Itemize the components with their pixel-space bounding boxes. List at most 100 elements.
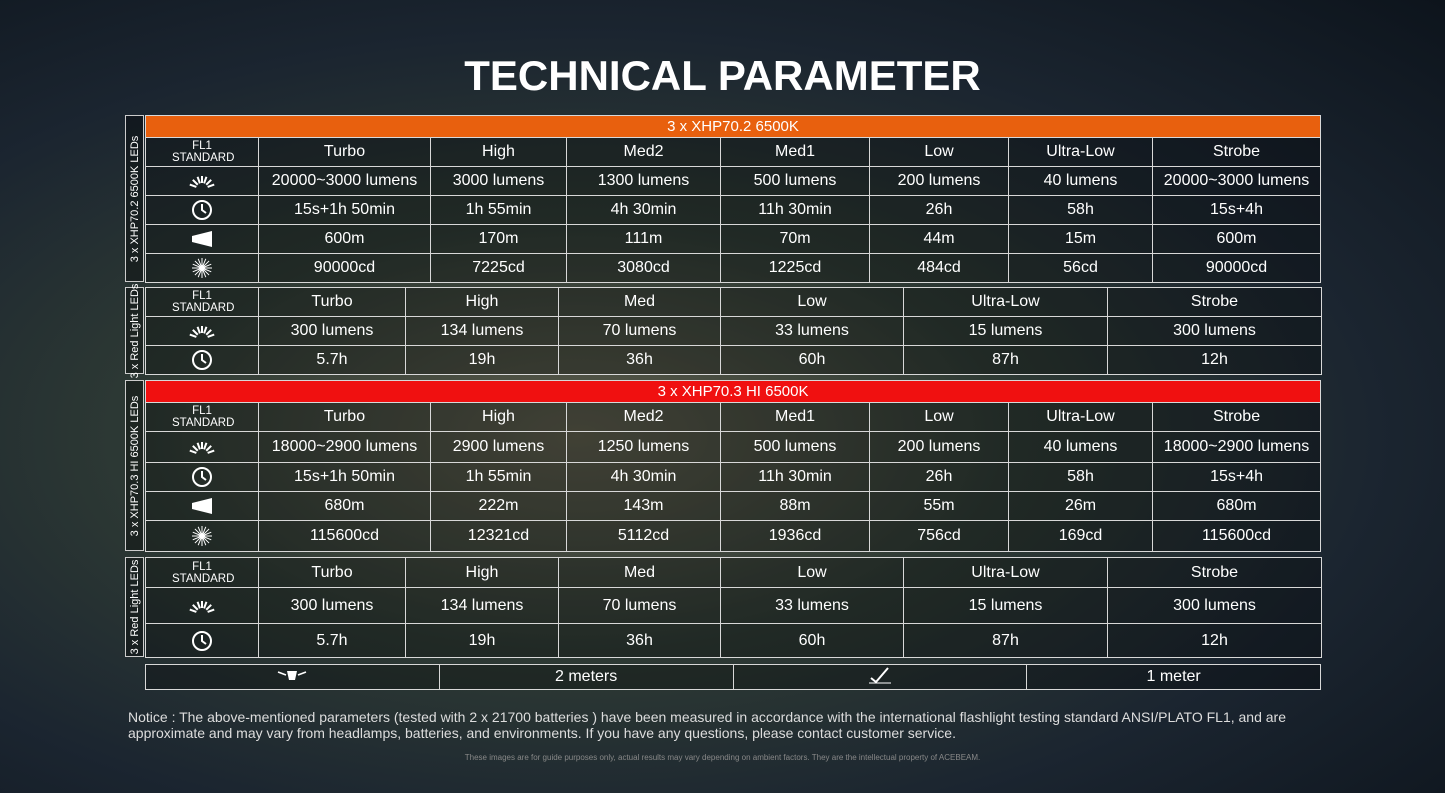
row-icon xyxy=(145,587,259,624)
mode: Turbo xyxy=(258,402,431,432)
impact-value: 1 meter xyxy=(1026,664,1321,690)
data-row: 680m 222m 143m 88m 55m 26m 680m xyxy=(145,491,1322,521)
value: 56cd xyxy=(1008,253,1153,283)
spec-table: 3 x XHP70.3 HI 6500K FL1 STANDARD Turbo Hig… xyxy=(144,380,1322,552)
mode: Med2 xyxy=(566,402,721,432)
mode: Low xyxy=(720,557,904,588)
mode: Low xyxy=(720,287,904,317)
mode: Med1 xyxy=(720,402,870,432)
value: 484cd xyxy=(869,253,1009,283)
impact-table: 2 meters 1 meter xyxy=(145,664,1321,690)
value: 5112cd xyxy=(566,520,721,552)
data-row: 300 lumens 134 lumens 70 lumens 33 lumens 15… xyxy=(145,316,1322,346)
row-icon xyxy=(145,431,259,463)
value: 19h xyxy=(405,345,559,375)
mode: Ultra-Low xyxy=(903,557,1108,588)
mode: High xyxy=(430,402,567,432)
standard-label: FL1 STANDARD xyxy=(145,557,259,588)
row-icon xyxy=(145,520,259,552)
section: 3 x XHP70.3 HI 6500K LEDs 3 x XHP70.3 HI … xyxy=(125,380,1322,552)
value: 60h xyxy=(720,623,904,658)
mode: Turbo xyxy=(258,287,406,317)
standard-text: FL1 STANDARD xyxy=(172,290,235,314)
value: 40 lumens xyxy=(1008,431,1153,463)
value: 55m xyxy=(869,491,1009,521)
data-row: 5.7h 19h 36h 60h 87h 12h xyxy=(145,345,1322,375)
value: 26h xyxy=(869,462,1009,492)
value: 15 lumens xyxy=(903,587,1108,624)
standard-text: FL1 STANDARD xyxy=(172,560,235,585)
value: 15s+1h 50min xyxy=(258,462,431,492)
data-row: 15s+1h 50min 1h 55min 4h 30min 11h 30min 26h… xyxy=(145,195,1322,225)
row-icon xyxy=(145,462,259,492)
value: 33 lumens xyxy=(720,587,904,624)
value: 300 lumens xyxy=(1107,587,1322,624)
data-row: 20000~3000 lumens 3000 lumens 1300 lumens 5… xyxy=(145,166,1322,196)
mode: Med xyxy=(558,287,721,317)
value: 500 lumens xyxy=(720,431,870,463)
value: 18000~2900 lumens xyxy=(1151,431,1322,463)
value: 36h xyxy=(558,345,721,375)
value: 18000~2900 lumens xyxy=(258,431,431,463)
value: 70 lumens xyxy=(558,587,721,624)
value: 26m xyxy=(1008,491,1153,521)
title: TECHNICAL PARAMETER xyxy=(464,52,981,99)
value: 20000~3000 lumens xyxy=(1151,166,1322,196)
section: 3 x Red Light LEDs FL1 STANDARD Turbo High M… xyxy=(125,283,1322,378)
value: 1h 55min xyxy=(430,462,567,492)
standard-text: FL1 STANDARD xyxy=(172,405,235,429)
section-header: 3 x XHP70.3 HI 6500K xyxy=(144,380,1322,403)
standard-label: FL1 STANDARD xyxy=(145,287,259,317)
row-icon xyxy=(145,166,259,196)
value: 4h 30min xyxy=(566,195,721,225)
row-icon xyxy=(145,195,259,225)
value: 5.7h xyxy=(258,345,406,375)
mode: Low xyxy=(869,137,1009,167)
value: 2900 lumens xyxy=(430,431,567,463)
impact-value: 2 meters xyxy=(438,664,734,690)
row-icon xyxy=(145,491,259,521)
disclaimer: These images are for guide purposes only… xyxy=(464,753,981,762)
side-label: 3 x Red Light LEDs xyxy=(128,283,141,378)
value: 11h 30min xyxy=(720,462,870,492)
standard-label: FL1 STANDARD xyxy=(145,137,259,167)
value: 7225cd xyxy=(430,253,567,283)
side-label-box: 3 x Red Light LEDs xyxy=(125,283,144,378)
value: 88m xyxy=(720,491,870,521)
value: 15m xyxy=(1008,224,1153,254)
value: 200 lumens xyxy=(869,166,1009,196)
value: 1225cd xyxy=(720,253,870,283)
side-label-box: 3 x Red Light LEDs xyxy=(125,557,144,657)
value: 12321cd xyxy=(430,520,567,552)
value: 44m xyxy=(869,224,1009,254)
value: 143m xyxy=(566,491,721,521)
spec-table: FL1 STANDARD Turbo High Med Low Ultra-Low Stro… xyxy=(145,557,1322,658)
value: 3000 lumens xyxy=(430,166,567,196)
mode-row: FL1 STANDARD Turbo High Med2 Med1 Low Ultra-Lo… xyxy=(145,402,1322,432)
value: 115600cd xyxy=(1151,520,1322,552)
value: 756cd xyxy=(869,520,1009,552)
notice: Notice : The above-mentioned parameters … xyxy=(128,709,1287,741)
value: 12h xyxy=(1107,623,1322,658)
mode: Low xyxy=(869,402,1009,432)
side-label: 3 x Red Light LEDs xyxy=(128,559,141,655)
value: 11h 30min xyxy=(720,195,870,225)
value: 4h 30min xyxy=(566,462,721,492)
mode: Ultra-Low xyxy=(1008,137,1153,167)
row-icon xyxy=(145,253,259,283)
standard-label: FL1 STANDARD xyxy=(145,402,259,432)
data-row: 600m 170m 111m 70m 44m 15m 600m xyxy=(145,224,1322,254)
data-row: 5.7h 19h 36h 60h 87h 12h xyxy=(145,623,1322,658)
data-row: 18000~2900 lumens 2900 lumens 1250 lumens 5… xyxy=(145,431,1322,463)
section-header: 3 x XHP70.2 6500K xyxy=(144,115,1322,138)
value: 111m xyxy=(566,224,721,254)
mode: Med1 xyxy=(720,137,870,167)
value: 12h xyxy=(1107,345,1322,375)
data-row: 300 lumens 134 lumens 70 lumens 33 lumens 15… xyxy=(145,587,1322,624)
value: 300 lumens xyxy=(258,316,406,346)
standard-text: FL1 STANDARD xyxy=(172,140,235,164)
mode-row: FL1 STANDARD Turbo High Med Low Ultra-Low Stro… xyxy=(145,287,1322,317)
value: 200 lumens xyxy=(869,431,1009,463)
value: 15 lumens xyxy=(903,316,1108,346)
